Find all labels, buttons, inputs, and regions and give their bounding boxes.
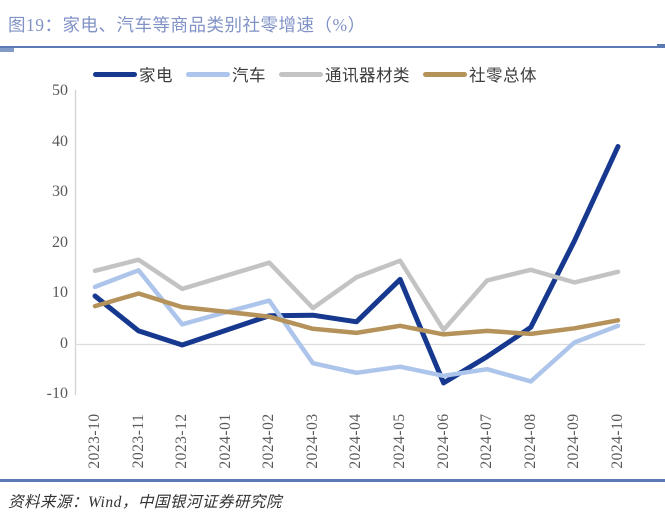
x-tick-2024-03: 2024-03	[303, 413, 321, 469]
footer-separator-line	[0, 479, 665, 482]
legend-label-通讯器材类: 通讯器材类	[325, 66, 410, 85]
line-chart-canvas	[74, 90, 645, 395]
chart-legend: 家电 汽车 通讯器材类 社零总体	[93, 62, 537, 86]
x-tick-2024-08: 2024-08	[521, 413, 539, 469]
data-source-note: 资料来源：Wind，中国银河证券研究院	[8, 494, 282, 511]
legend-item-通讯器材类: 通讯器材类	[279, 62, 410, 86]
x-tick-2024-09: 2024-09	[565, 413, 583, 469]
y-tick-40: 40	[52, 132, 68, 150]
legend-swatch-通讯器材类	[279, 71, 323, 77]
series-line-汽车	[92, 268, 621, 384]
separator-left-endcap	[0, 48, 14, 52]
x-tick-2024-07: 2024-07	[478, 413, 496, 469]
x-tick-2024-01: 2024-01	[216, 413, 234, 469]
legend-label-汽车: 汽车	[232, 66, 266, 85]
legend-swatch-社零总体	[423, 71, 467, 77]
y-tick-20: 20	[52, 233, 68, 251]
legend-swatch-家电	[93, 71, 137, 77]
x-tick-2024-04: 2024-04	[347, 413, 365, 469]
x-tick-2024-02: 2024-02	[260, 413, 278, 469]
legend-label-家电: 家电	[139, 66, 173, 85]
separator-right-endcap	[657, 44, 665, 48]
y-tick-0: 0	[60, 334, 68, 352]
title-separator-line	[0, 44, 665, 52]
x-tick-2024-05: 2024-05	[391, 413, 409, 469]
x-tick-2024-06: 2024-06	[434, 413, 452, 469]
legend-item-家电: 家电	[93, 62, 173, 86]
series-line-社零总体	[92, 291, 621, 337]
x-tick-2023-10: 2023-10	[86, 413, 103, 469]
x-tick-2024-10: 2024-10	[608, 413, 626, 469]
y-tick-30: 30	[52, 183, 68, 201]
legend-item-汽车: 汽车	[186, 62, 266, 86]
y-tick--10: -10	[46, 385, 68, 403]
legend-item-社零总体: 社零总体	[423, 62, 537, 86]
legend-swatch-汽车	[186, 71, 230, 77]
y-tick-50: 50	[52, 82, 68, 100]
series-line-通讯器材类	[92, 257, 621, 333]
y-tick-10: 10	[52, 284, 68, 302]
figure-title: 图19：家电、汽车等商品类别社零增速（%）	[8, 15, 366, 35]
x-tick-2023-12: 2023-12	[173, 413, 191, 469]
series-line-家电	[92, 144, 621, 386]
x-tick-2023-11: 2023-11	[129, 413, 147, 469]
legend-label-社零总体: 社零总体	[469, 66, 537, 85]
